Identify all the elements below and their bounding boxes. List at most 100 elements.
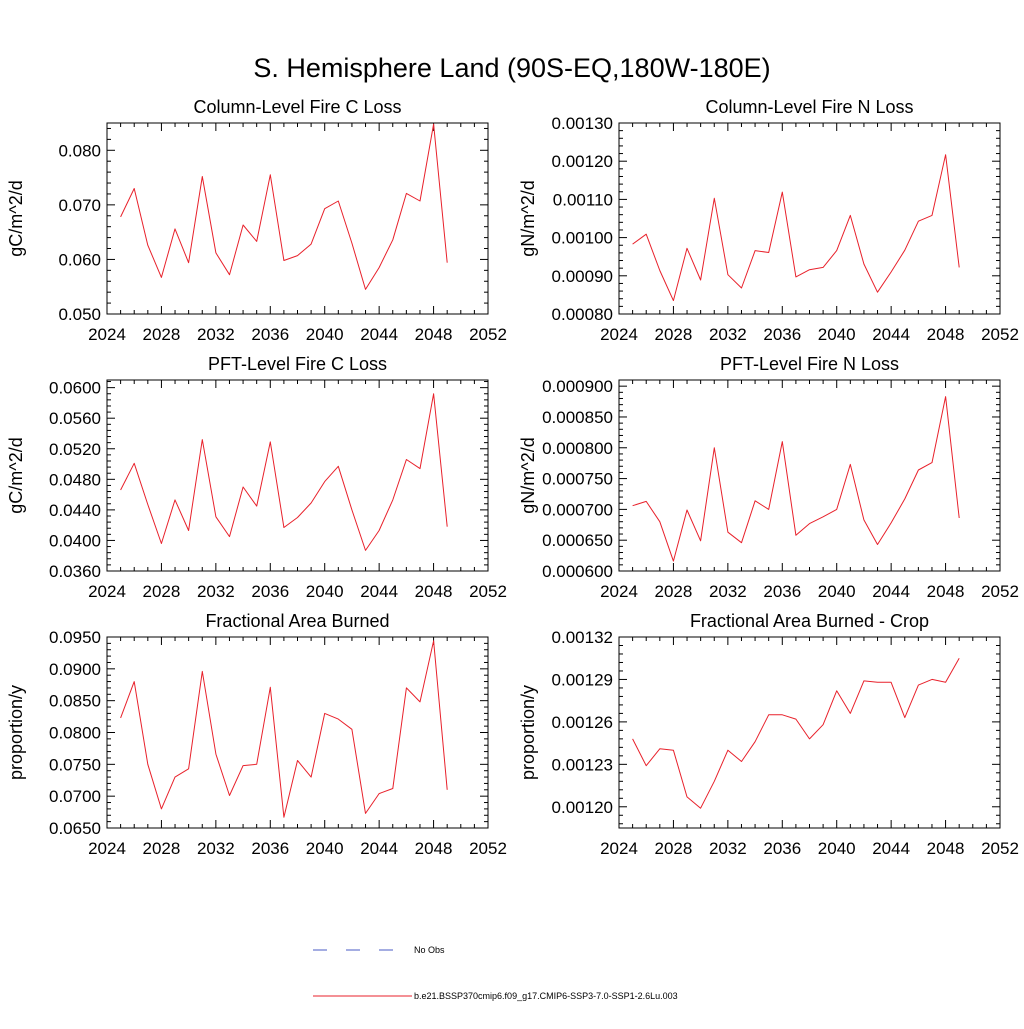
x-tick-label: 2024 (600, 582, 638, 601)
y-tick-label: 0.0520 (49, 440, 101, 459)
y-tick-label: 0.00110 (553, 190, 613, 209)
x-tick-label: 2044 (872, 582, 910, 601)
panel-pft-level-fire-c-loss: PFT-Level Fire C Loss gC/m^2/d 2024 2028 203… (6, 354, 507, 601)
x-tick-label: 2048 (415, 325, 453, 344)
y-tick-label: 0.060 (58, 250, 101, 269)
x-tick-label: 2028 (655, 582, 693, 601)
y-axis-label: gC/m^2/d (6, 437, 26, 513)
x-tick-label: 2032 (197, 839, 235, 858)
y-tick-label: 0.0850 (49, 692, 101, 711)
y-tick-label: 0.00123 (552, 755, 613, 774)
series-line-0 (632, 657, 960, 809)
panel-fractional-area-burned-crop: Fractional Area Burned - Crop proportion/… (518, 611, 1019, 858)
x-tick-label: 2032 (197, 582, 235, 601)
y-tick-label: 0.000800 (542, 439, 613, 458)
series-line-0 (120, 393, 448, 551)
y-tick-label: 0.00120 (552, 798, 613, 817)
x-tick-label: 2024 (600, 839, 638, 858)
panel-title: Fractional Area Burned (205, 611, 389, 631)
x-tick-label: 2032 (197, 325, 235, 344)
y-tick-label: 0.0400 (49, 531, 101, 550)
legend-label-model-run: b.e21.BSSP370cmip6.f09_g17.CMIP6-SSP3-7.… (414, 991, 678, 1001)
x-tick-label: 2036 (763, 325, 801, 344)
plot-frame (618, 122, 1001, 315)
panel-title: PFT-Level Fire C Loss (208, 354, 387, 374)
x-tick-label: 2036 (251, 582, 289, 601)
x-tick-label: 2032 (709, 839, 747, 858)
y-tick-label: 0.080 (58, 141, 101, 160)
x-tick-label: 2032 (709, 582, 747, 601)
panel-column-level-fire-c-loss: Column-Level Fire C Loss gC/m^2/d 2024 2028… (6, 97, 507, 344)
x-tick-label: 2036 (763, 582, 801, 601)
series-line-0 (120, 640, 448, 818)
x-tick-label: 2040 (306, 839, 344, 858)
x-tick-label: 2048 (927, 582, 965, 601)
panel-title: Column-Level Fire N Loss (705, 97, 913, 117)
panel-title: Fractional Area Burned - Crop (690, 611, 929, 631)
x-tick-label: 2024 (88, 839, 126, 858)
x-tick-label: 2048 (927, 839, 965, 858)
y-tick-label: 0.000750 (542, 470, 613, 489)
x-tick-label: 2024 (88, 325, 126, 344)
y-axis-label: gN/m^2/d (518, 437, 538, 513)
x-tick-label: 2040 (306, 582, 344, 601)
legend: No Obs b.e21.BSSP370cmip6.f09_g17.CMIP6-… (313, 945, 678, 1001)
x-tick-label: 2028 (655, 839, 693, 858)
x-tick-label: 2048 (415, 582, 453, 601)
y-tick-label: 0.00126 (552, 713, 613, 732)
x-tick-label: 2052 (981, 325, 1019, 344)
legend-label-no-obs: No Obs (414, 945, 445, 955)
x-tick-label: 2036 (251, 325, 289, 344)
x-tick-label: 2024 (88, 582, 126, 601)
x-tick-label: 2028 (143, 582, 181, 601)
x-tick-label: 2032 (709, 325, 747, 344)
x-tick-label: 2024 (600, 325, 638, 344)
y-axis-label: gN/m^2/d (518, 180, 538, 256)
x-tick-label: 2040 (306, 325, 344, 344)
panel-title: PFT-Level Fire N Loss (720, 354, 899, 374)
y-tick-label: 0.00130 (552, 114, 613, 133)
figure-title: S. Hemisphere Land (90S-EQ,180W-180E) (253, 53, 770, 83)
x-tick-label: 2028 (655, 325, 693, 344)
x-tick-label: 2036 (251, 839, 289, 858)
x-tick-label: 2040 (818, 839, 856, 858)
y-tick-label: 0.0800 (49, 724, 101, 743)
plot-frame (106, 636, 489, 829)
y-tick-label: 0.0900 (49, 660, 101, 679)
y-tick-label: 0.000700 (542, 500, 613, 519)
plot-frame (618, 636, 1001, 829)
x-tick-label: 2040 (818, 582, 856, 601)
y-tick-label: 0.0600 (49, 379, 101, 398)
x-tick-label: 2052 (981, 582, 1019, 601)
x-tick-label: 2040 (818, 325, 856, 344)
x-tick-label: 2044 (872, 839, 910, 858)
x-tick-label: 2052 (469, 839, 507, 858)
x-tick-label: 2048 (927, 325, 965, 344)
y-tick-label: 0.0480 (49, 470, 101, 489)
panel-pft-level-fire-n-loss: PFT-Level Fire N Loss gN/m^2/d 2024 2028 203… (518, 354, 1019, 601)
panel-column-level-fire-n-loss: Column-Level Fire N Loss gN/m^2/d 2024 2028… (518, 97, 1019, 344)
x-tick-label: 2044 (872, 325, 910, 344)
y-tick-label: 0.00132 (552, 628, 613, 647)
y-tick-label: 0.00100 (552, 229, 613, 248)
x-tick-label: 2044 (360, 839, 398, 858)
panel-fractional-area-burned: Fractional Area Burned proportion/y 2024 20… (6, 611, 507, 858)
x-tick-label: 2028 (143, 325, 181, 344)
y-tick-label: 0.0360 (49, 562, 101, 581)
series-line-0 (632, 396, 960, 562)
x-tick-label: 2052 (469, 582, 507, 601)
panel-title: Column-Level Fire C Loss (193, 97, 401, 117)
y-tick-label: 0.0750 (49, 755, 101, 774)
series-line-0 (120, 123, 448, 290)
y-tick-label: 0.050 (58, 305, 101, 324)
y-tick-label: 0.0950 (49, 628, 101, 647)
y-tick-label: 0.0700 (49, 787, 101, 806)
y-tick-label: 0.0440 (49, 501, 101, 520)
y-tick-label: 0.000600 (542, 562, 613, 581)
plot-frame (106, 122, 489, 315)
x-tick-label: 2052 (981, 839, 1019, 858)
x-tick-label: 2044 (360, 582, 398, 601)
x-tick-label: 2044 (360, 325, 398, 344)
y-tick-label: 0.00090 (552, 267, 613, 286)
